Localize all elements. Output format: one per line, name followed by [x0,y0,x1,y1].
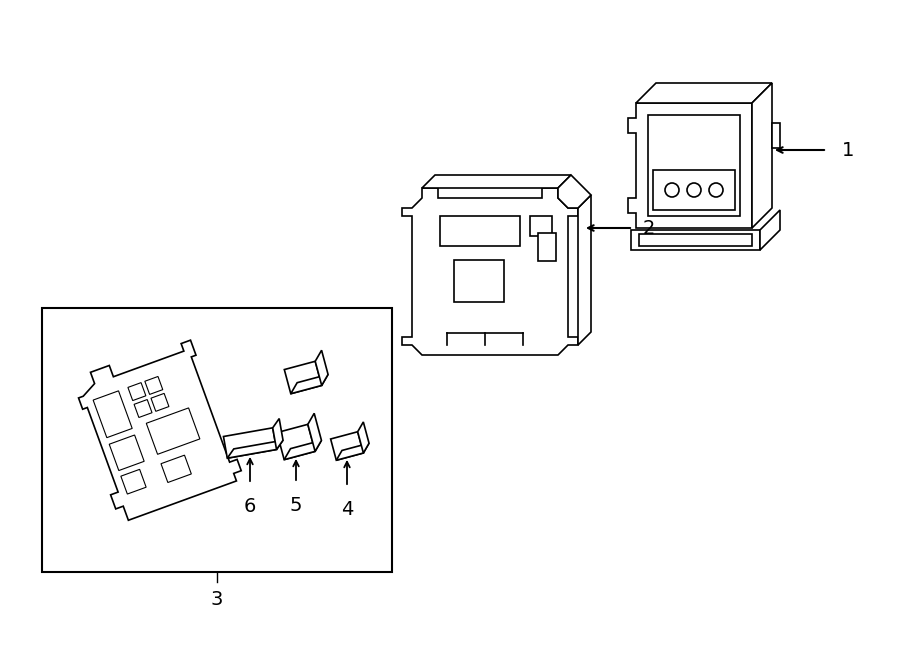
Polygon shape [145,377,163,395]
Text: 1: 1 [842,141,854,159]
Bar [639,234,752,246]
Polygon shape [284,362,321,394]
Polygon shape [291,374,328,394]
Polygon shape [78,340,241,520]
Polygon shape [337,444,369,460]
Bar [440,216,520,246]
Polygon shape [228,440,283,458]
Bar [772,123,780,148]
Polygon shape [273,418,283,449]
Polygon shape [558,175,591,208]
Bar [648,115,740,216]
Polygon shape [402,188,578,355]
Polygon shape [128,383,146,401]
Polygon shape [760,210,780,250]
Text: 3: 3 [211,590,223,609]
Polygon shape [223,428,276,458]
Polygon shape [315,350,328,385]
Text: 4: 4 [341,500,353,519]
Polygon shape [147,408,200,454]
Polygon shape [284,440,321,459]
Text: 2: 2 [643,219,655,237]
Bar [653,170,735,210]
Polygon shape [628,103,752,228]
Bar [530,216,552,236]
Polygon shape [93,391,132,438]
Polygon shape [578,195,591,345]
Polygon shape [151,393,169,411]
Bar [42,308,392,572]
Text: 6: 6 [244,497,256,516]
Polygon shape [357,422,369,453]
Polygon shape [308,413,321,451]
Polygon shape [752,83,772,228]
Circle shape [709,183,723,197]
Polygon shape [636,83,772,103]
Bar [454,260,504,302]
Polygon shape [134,399,152,418]
Circle shape [687,183,701,197]
Circle shape [665,183,679,197]
Polygon shape [330,432,364,460]
Polygon shape [277,424,315,459]
Text: 5: 5 [290,496,302,515]
Polygon shape [422,175,571,188]
Polygon shape [121,469,146,494]
Bar [631,230,760,250]
Bar [538,233,556,261]
Polygon shape [161,455,192,483]
Polygon shape [109,435,144,471]
